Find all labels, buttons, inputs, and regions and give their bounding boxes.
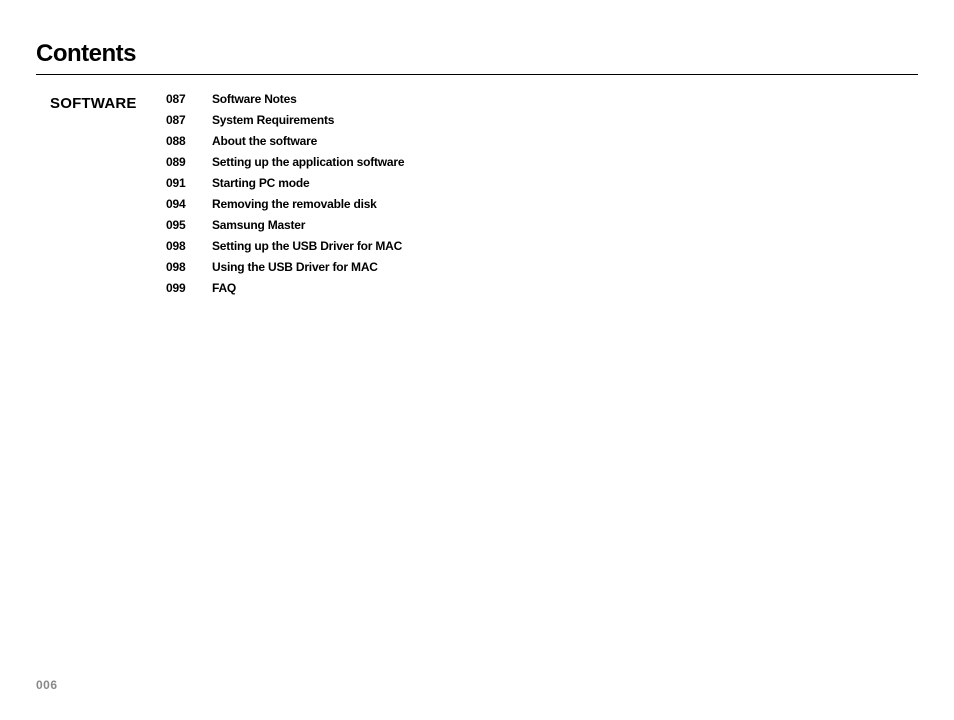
toc-row: 095Samsung Master — [166, 219, 404, 231]
toc-entry-title: Setting up the USB Driver for MAC — [212, 240, 402, 252]
contents-page: Contents SOFTWARE 087Software Notes087Sy… — [0, 0, 954, 720]
toc-page-number: 095 — [166, 219, 212, 231]
toc-entry-title: Removing the removable disk — [212, 198, 377, 210]
toc-entry-title: Samsung Master — [212, 219, 305, 231]
toc-entries: 087Software Notes087System Requirements0… — [166, 93, 404, 303]
toc-page-number: 091 — [166, 177, 212, 189]
toc-entry-title: Starting PC mode — [212, 177, 309, 189]
toc-row: 099FAQ — [166, 282, 404, 294]
toc-page-number: 089 — [166, 156, 212, 168]
toc-entry-title: FAQ — [212, 282, 236, 294]
toc-row: 088About the software — [166, 135, 404, 147]
toc-row: 094Removing the removable disk — [166, 198, 404, 210]
toc-page-number: 094 — [166, 198, 212, 210]
toc-row: 091Starting PC mode — [166, 177, 404, 189]
toc-row: 098Using the USB Driver for MAC — [166, 261, 404, 273]
toc-entry-title: Using the USB Driver for MAC — [212, 261, 378, 273]
toc-entry-title: About the software — [212, 135, 317, 147]
toc-page-number: 098 — [166, 240, 212, 252]
toc-entry-title: System Requirements — [212, 114, 334, 126]
section-column: SOFTWARE — [36, 93, 166, 303]
toc-page-number: 099 — [166, 282, 212, 294]
toc-page-number: 098 — [166, 261, 212, 273]
toc-row: 089Setting up the application software — [166, 156, 404, 168]
toc-row: 087Software Notes — [166, 93, 404, 105]
toc-page-number: 087 — [166, 114, 212, 126]
toc-entry-title: Software Notes — [212, 93, 297, 105]
toc-entry-title: Setting up the application software — [212, 156, 404, 168]
page-title: Contents — [36, 40, 918, 75]
contents-body: SOFTWARE 087Software Notes087System Requ… — [36, 93, 918, 303]
section-label: SOFTWARE — [50, 95, 166, 112]
toc-page-number: 087 — [166, 93, 212, 105]
toc-row: 087System Requirements — [166, 114, 404, 126]
page-number: 006 — [36, 678, 58, 692]
toc-row: 098Setting up the USB Driver for MAC — [166, 240, 404, 252]
toc-page-number: 088 — [166, 135, 212, 147]
